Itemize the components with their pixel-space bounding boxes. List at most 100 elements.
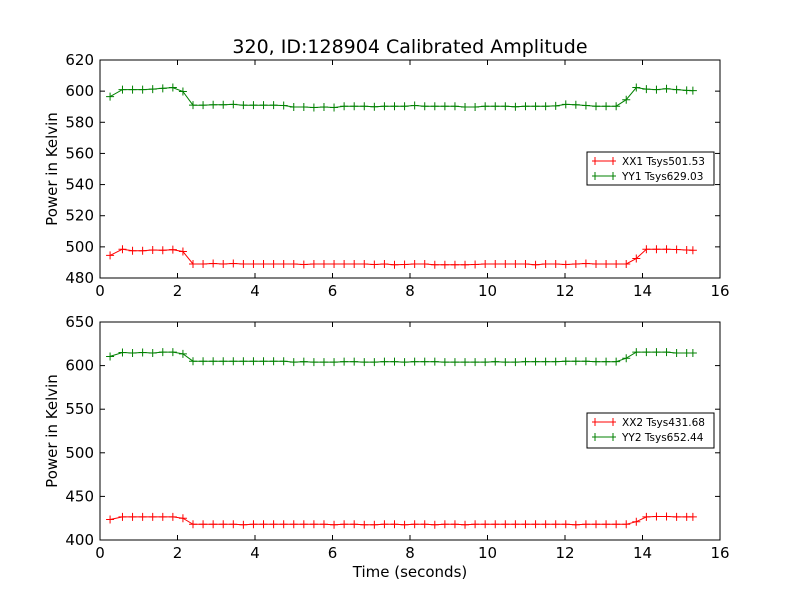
x-tick-label: 14	[633, 282, 652, 300]
data-point	[219, 357, 228, 366]
data-point	[592, 259, 600, 268]
data-point	[461, 520, 470, 529]
data-point	[168, 348, 177, 357]
x-tick-label: 12	[555, 544, 574, 562]
data-point	[118, 245, 127, 254]
data-point	[178, 247, 187, 256]
data-point	[199, 520, 208, 529]
data-point	[571, 100, 580, 109]
data-point	[420, 259, 429, 268]
top-plot: 0 2 4 6 8 10 12 14 16 480 500 520 540 560 580 600 620 Pow…	[43, 51, 730, 300]
data-point	[168, 245, 177, 254]
data-point	[259, 357, 268, 366]
data-point	[688, 348, 697, 357]
data-point	[178, 87, 187, 96]
data-point	[662, 245, 671, 254]
data-point	[491, 520, 500, 529]
y-tick-label: 520	[65, 207, 94, 225]
legend-marker	[594, 172, 614, 180]
data-point	[370, 260, 379, 269]
y-tick-label: 580	[65, 113, 94, 131]
data-point	[521, 520, 530, 529]
data-point	[551, 357, 560, 366]
y-tick-label: 500	[65, 238, 94, 256]
x-tick-label: 0	[95, 282, 105, 300]
x-tick-label: 6	[328, 544, 338, 562]
data-point	[209, 357, 218, 366]
data-point	[571, 520, 580, 529]
data-point	[688, 246, 697, 255]
data-point	[561, 357, 570, 366]
data-point	[168, 512, 177, 521]
y-tick-label: 600	[65, 82, 94, 100]
data-point	[350, 102, 359, 111]
y-tick-label: 540	[65, 176, 94, 194]
data-point	[380, 520, 389, 529]
data-point	[229, 100, 238, 109]
data-point	[178, 349, 187, 358]
data-point	[106, 251, 115, 260]
data-point	[481, 259, 490, 268]
data-point	[602, 357, 611, 366]
data-point	[148, 512, 157, 521]
data-point	[269, 259, 278, 268]
data-point	[662, 348, 671, 357]
data-point	[551, 101, 560, 110]
data-point	[148, 85, 157, 94]
legend-label: XX1 Tsys501.53	[622, 156, 705, 168]
data-point	[410, 520, 419, 529]
data-point	[138, 246, 147, 255]
data-point	[440, 358, 449, 367]
data-point	[461, 103, 470, 112]
data-point	[511, 259, 520, 268]
data-point	[511, 358, 520, 367]
data-point	[420, 357, 429, 366]
data-point	[662, 512, 671, 521]
data-point	[370, 520, 379, 529]
y-tick-label: 550	[65, 400, 94, 418]
data-point	[380, 357, 389, 366]
data-point	[672, 512, 681, 521]
data-point	[612, 357, 621, 366]
data-point	[622, 95, 631, 104]
data-point	[138, 85, 147, 94]
data-point	[128, 85, 137, 94]
y-tick-label: 450	[65, 487, 94, 505]
data-point	[289, 358, 298, 367]
data-point	[410, 259, 419, 268]
data-point	[380, 102, 389, 111]
data-point	[330, 520, 339, 529]
data-point	[501, 259, 510, 268]
data-point	[511, 102, 520, 111]
data-point	[239, 101, 248, 110]
data-point	[511, 520, 520, 529]
data-point	[370, 358, 379, 367]
data-point	[279, 101, 288, 110]
x-tick-label: 10	[478, 282, 497, 300]
data-point	[491, 102, 500, 111]
data-point	[189, 101, 197, 110]
data-point	[219, 520, 228, 529]
data-point	[249, 520, 258, 529]
chart-title: 320, ID:128904 Calibrated Amplitude	[232, 36, 587, 58]
data-point	[199, 101, 208, 110]
data-point	[430, 102, 439, 111]
data-point	[450, 520, 459, 529]
data-point	[158, 348, 167, 357]
data-point	[652, 85, 661, 94]
data-point	[672, 348, 681, 357]
data-point	[106, 515, 115, 524]
data-point	[561, 100, 570, 109]
data-point	[521, 102, 530, 111]
x-tick-label: 8	[405, 544, 415, 562]
data-point	[168, 83, 177, 92]
data-point	[118, 348, 127, 357]
data-point	[178, 514, 187, 523]
data-point	[551, 520, 560, 529]
data-point	[688, 512, 697, 521]
data-point	[450, 102, 459, 111]
data-point	[400, 358, 409, 367]
data-point	[491, 259, 500, 268]
data-point	[249, 259, 258, 268]
data-point	[642, 245, 651, 254]
